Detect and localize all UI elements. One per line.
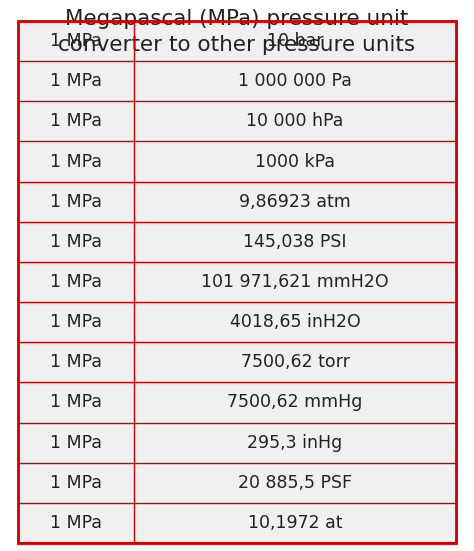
Text: 1 MPa: 1 MPa (50, 393, 102, 412)
Text: 145,038 PSI: 145,038 PSI (243, 233, 347, 251)
Text: 1 MPa: 1 MPa (50, 233, 102, 251)
Bar (18, 61, 456, 101)
Text: 1 MPa: 1 MPa (50, 474, 102, 492)
Text: 1 MPa: 1 MPa (50, 273, 102, 291)
Text: 7500,62 mmHg: 7500,62 mmHg (228, 393, 363, 412)
Bar (18, 21, 456, 61)
Bar (18, 503, 456, 543)
Text: 1 MPa: 1 MPa (50, 353, 102, 371)
Bar (18, 142, 456, 182)
Text: 20 885,5 PSF: 20 885,5 PSF (238, 474, 352, 492)
Text: 1000 kPa: 1000 kPa (255, 153, 335, 171)
Text: 1 MPa: 1 MPa (50, 32, 102, 50)
Bar (18, 222, 456, 262)
Bar (18, 302, 456, 342)
Text: 101 971,621 mmH2O: 101 971,621 mmH2O (201, 273, 389, 291)
Text: 1 MPa: 1 MPa (50, 193, 102, 210)
Text: Megapascal (MPa) pressure unit
converter to other pressure units: Megapascal (MPa) pressure unit converter… (58, 9, 416, 55)
Text: 1 MPa: 1 MPa (50, 153, 102, 171)
Text: 4018,65 inH2O: 4018,65 inH2O (230, 313, 360, 331)
Bar (18, 182, 456, 222)
Text: 10 bar: 10 bar (267, 32, 323, 50)
Text: 295,3 inHg: 295,3 inHg (247, 434, 343, 452)
Bar (18, 101, 456, 142)
Bar (18, 382, 456, 423)
Text: 1 MPa: 1 MPa (50, 72, 102, 90)
Bar (18, 262, 456, 302)
Text: 1 000 000 Pa: 1 000 000 Pa (238, 72, 352, 90)
Bar (18, 463, 456, 503)
Text: 1 MPa: 1 MPa (50, 112, 102, 131)
Text: 1 MPa: 1 MPa (50, 434, 102, 452)
Text: 10 000 hPa: 10 000 hPa (246, 112, 344, 131)
Bar (18, 342, 456, 382)
Text: 1 MPa: 1 MPa (50, 313, 102, 331)
Text: 7500,62 torr: 7500,62 torr (241, 353, 349, 371)
Text: 10,1972 at: 10,1972 at (248, 514, 342, 532)
Text: 9,86923 atm: 9,86923 atm (239, 193, 351, 210)
Bar (18, 423, 456, 463)
Text: 1 MPa: 1 MPa (50, 514, 102, 532)
